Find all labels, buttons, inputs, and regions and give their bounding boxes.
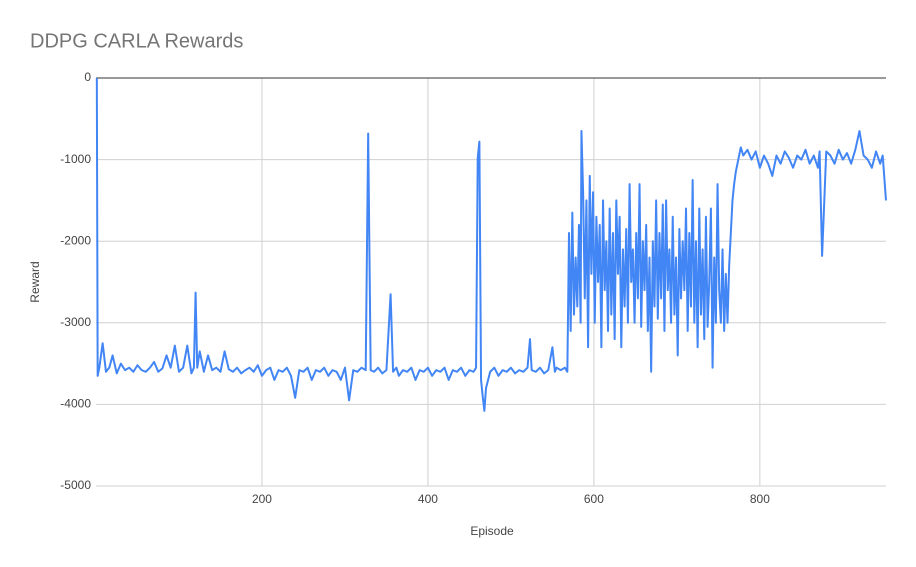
y-tick-label: -1000	[60, 152, 91, 166]
y-axis-label: Reward	[28, 261, 42, 302]
x-tick-label: 600	[584, 492, 604, 506]
chart-title: DDPG CARLA Rewards	[30, 30, 243, 52]
y-tick-label: -2000	[60, 233, 91, 247]
y-tick-label: -5000	[60, 478, 91, 492]
x-axis-label: Episode	[470, 524, 514, 538]
x-tick-label: 800	[750, 492, 770, 506]
y-tick-label: -3000	[60, 315, 91, 329]
y-tick-label: -4000	[60, 397, 91, 411]
x-tick-label: 400	[418, 492, 438, 506]
x-tick-label: 200	[252, 492, 272, 506]
y-tick-label: 0	[84, 70, 91, 84]
data-line	[95, 77, 887, 412]
